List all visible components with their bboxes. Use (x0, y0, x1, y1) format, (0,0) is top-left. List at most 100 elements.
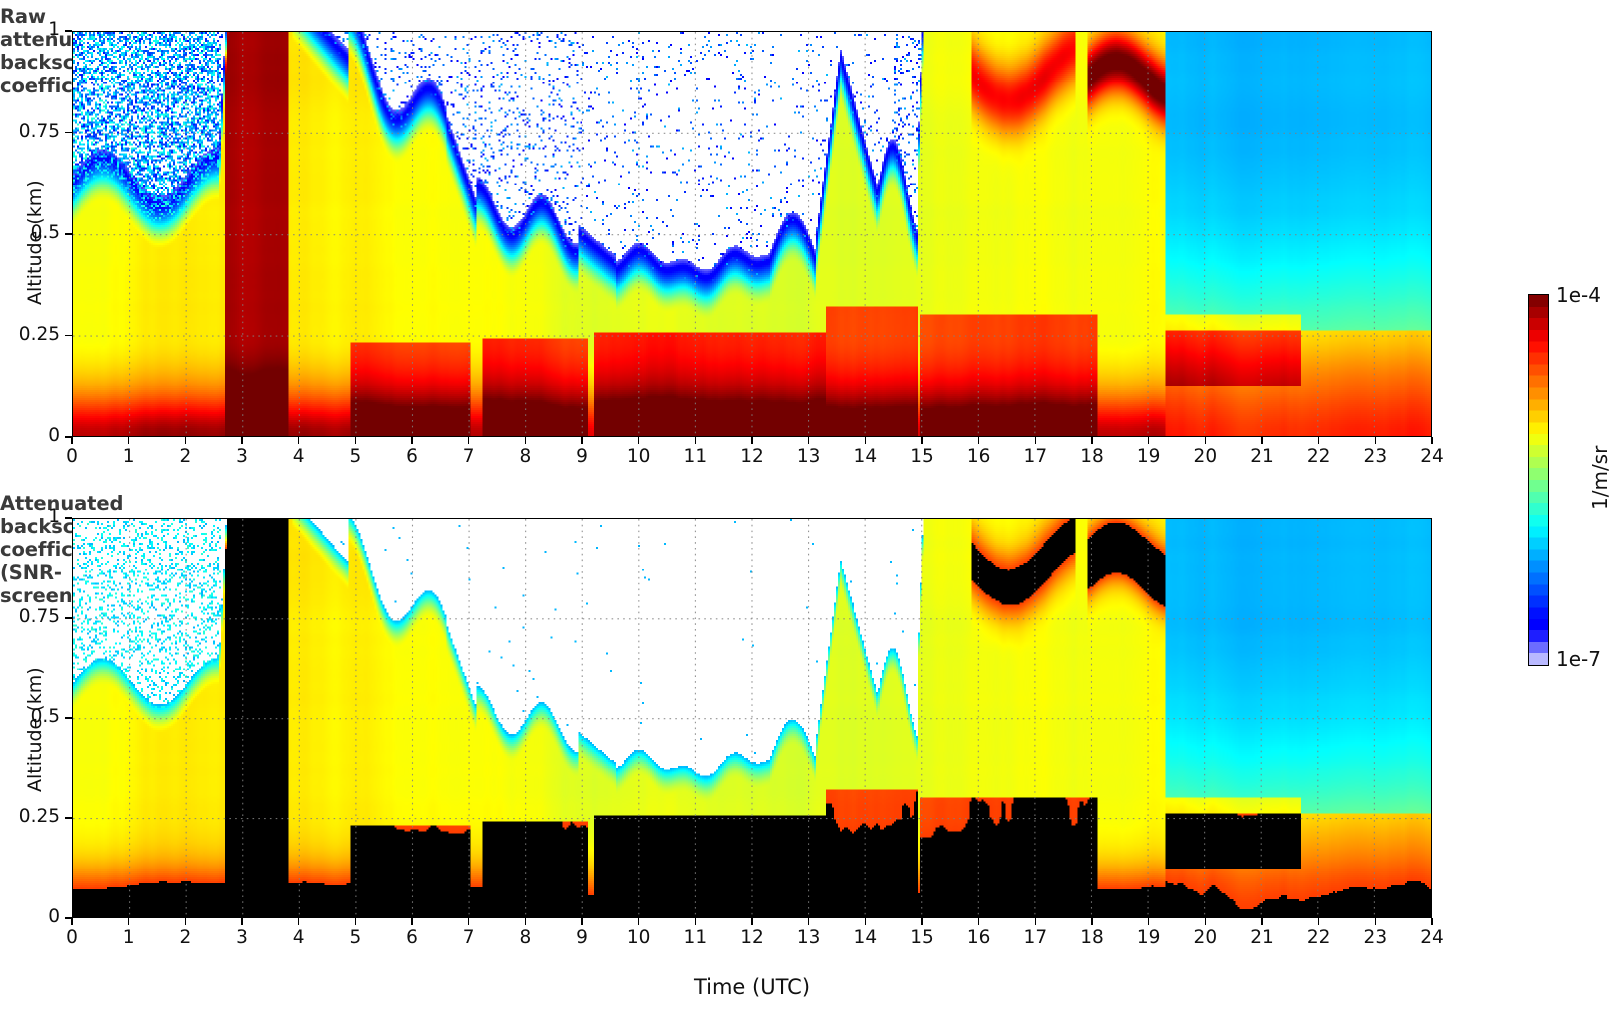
xtick-mark (354, 437, 357, 444)
xtick-mark (1317, 918, 1320, 925)
xtick-mark (127, 918, 130, 925)
xtick-mark (1431, 437, 1433, 444)
panel-screened-ylabel: Altitude (km) (24, 667, 46, 792)
xtick-label-12: 12 (740, 927, 764, 948)
xtick-label-4: 4 (292, 446, 305, 467)
ytick-mark (65, 233, 72, 235)
panel-raw-plot[interactable] (72, 31, 1432, 437)
xtick-label-7: 7 (462, 446, 475, 467)
xtick-label-2: 2 (179, 927, 192, 948)
xtick-mark (1261, 918, 1263, 925)
xtick-mark (1374, 437, 1377, 444)
xtick-mark (694, 437, 697, 444)
xtick-label-0: 0 (66, 446, 78, 467)
xtick-mark (1204, 437, 1207, 444)
ytick-mark (65, 131, 72, 134)
xtick-label-18: 18 (1080, 446, 1104, 467)
xtick-mark (1034, 918, 1037, 925)
xtick-mark (241, 437, 243, 444)
xtick-label-4: 4 (292, 927, 305, 948)
xtick-label-6: 6 (406, 446, 418, 467)
xtick-mark (807, 437, 810, 444)
ytick-label-1: 1 (48, 506, 60, 527)
xtick-mark (751, 918, 753, 925)
xtick-mark (1147, 437, 1150, 444)
xtick-label-3: 3 (236, 446, 248, 467)
ytick-label-0: 0 (48, 906, 60, 927)
xtick-label-9: 9 (576, 927, 588, 948)
colorbar[interactable] (1528, 294, 1549, 666)
xtick-label-21: 21 (1250, 927, 1274, 948)
xtick-label-11: 11 (683, 446, 708, 467)
xtick-mark (411, 437, 413, 444)
xtick-mark (1431, 918, 1433, 925)
xtick-mark (1374, 918, 1377, 925)
ytick-mark (65, 917, 72, 919)
ytick-mark (65, 30, 72, 32)
xtick-mark (694, 918, 697, 925)
xtick-mark (127, 437, 130, 444)
xtick-mark (71, 437, 73, 444)
xtick-mark (751, 437, 753, 444)
xtick-label-10: 10 (626, 927, 651, 948)
ytick-mark (65, 717, 72, 719)
xtick-label-17: 17 (1023, 927, 1048, 948)
xtick-label-5: 5 (349, 927, 362, 948)
xtick-label-21: 21 (1250, 446, 1274, 467)
xtick-label-3: 3 (236, 927, 248, 948)
xtick-mark (921, 437, 923, 444)
ytick-mark (65, 436, 72, 438)
xtick-mark (184, 918, 187, 925)
xtick-label-23: 23 (1363, 927, 1388, 948)
panel-screened-plot[interactable] (72, 518, 1432, 918)
xtick-mark (241, 918, 243, 925)
x-axis-label: Time (UTC) (693, 975, 811, 999)
xtick-label-16: 16 (966, 446, 991, 467)
xtick-label-17: 17 (1023, 446, 1048, 467)
xtick-label-8: 8 (519, 446, 532, 467)
xtick-mark (297, 918, 300, 925)
xtick-mark (184, 437, 187, 444)
xtick-label-22: 22 (1306, 927, 1331, 948)
xtick-mark (1147, 918, 1150, 925)
xtick-mark (977, 918, 980, 925)
xtick-mark (1091, 437, 1093, 444)
xtick-label-5: 5 (349, 446, 362, 467)
panel-screened-heatmap (73, 519, 1431, 917)
ytick-mark (65, 817, 72, 819)
ytick-mark (65, 517, 72, 519)
xtick-label-8: 8 (519, 927, 532, 948)
xtick-mark (297, 437, 300, 444)
xtick-mark (524, 437, 527, 444)
xtick-label-0: 0 (66, 927, 78, 948)
xtick-mark (524, 918, 527, 925)
xtick-label-15: 15 (910, 927, 934, 948)
xtick-mark (977, 437, 980, 444)
ytick-label-1: 1 (48, 19, 60, 40)
xtick-label-24: 24 (1420, 927, 1444, 948)
xtick-label-10: 10 (626, 446, 651, 467)
xtick-mark (637, 437, 640, 444)
ytick-label-0: 0 (48, 425, 60, 446)
ytick-label-0.25: 0.25 (18, 323, 60, 345)
xtick-label-1: 1 (122, 927, 135, 948)
xtick-label-16: 16 (966, 927, 991, 948)
xtick-label-14: 14 (853, 446, 878, 467)
xtick-label-15: 15 (910, 446, 934, 467)
ytick-mark (65, 334, 72, 337)
xtick-mark (354, 918, 357, 925)
xtick-label-7: 7 (462, 927, 475, 948)
xtick-mark (1204, 918, 1207, 925)
xtick-mark (807, 918, 810, 925)
colorbar-max-label: 1e-4 (1556, 283, 1601, 307)
ytick-label-0.25: 0.25 (18, 806, 60, 827)
xtick-label-12: 12 (740, 446, 764, 467)
xtick-mark (1034, 437, 1037, 444)
ytick-label-0.5: 0.5 (30, 222, 60, 243)
xtick-mark (581, 437, 583, 444)
xtick-label-2: 2 (179, 446, 192, 467)
xtick-label-24: 24 (1420, 446, 1444, 467)
xtick-label-20: 20 (1193, 446, 1218, 467)
xtick-mark (1317, 437, 1320, 444)
colorbar-min-label: 1e-7 (1556, 647, 1601, 671)
